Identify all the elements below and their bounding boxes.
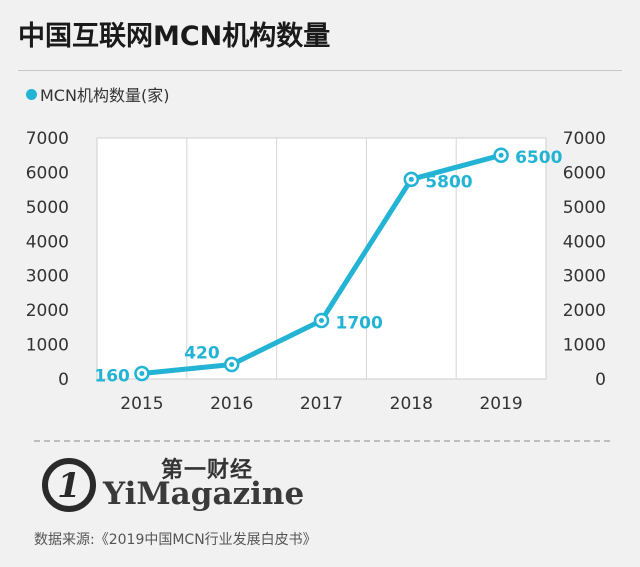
legend-label: MCN机构数量(家) bbox=[40, 86, 170, 105]
page-title: 中国互联网MCN机构数量 bbox=[18, 21, 331, 52]
x-tick-label: 2015 bbox=[120, 394, 163, 414]
brand-name-cn: 第一财经 bbox=[161, 458, 254, 483]
data-label: 1700 bbox=[336, 313, 383, 333]
plot-area bbox=[96, 137, 547, 380]
x-tick-label: 2018 bbox=[390, 394, 433, 414]
footer-divider bbox=[34, 440, 610, 442]
x-tick-label: 2017 bbox=[300, 394, 343, 414]
chart-legend: MCN机构数量(家) bbox=[26, 84, 170, 105]
y-tick-label-left: 3000 bbox=[26, 267, 69, 287]
brand-name-en: YiMagazine bbox=[103, 476, 305, 512]
x-tick-label: 2016 bbox=[210, 394, 253, 414]
y-tick-label-right: 6000 bbox=[563, 163, 606, 183]
y-tick-label-left: 5000 bbox=[26, 198, 69, 218]
data-point-center bbox=[498, 152, 504, 158]
y-tick-label-left: 7000 bbox=[26, 129, 69, 149]
y-tick-label-left: 2000 bbox=[26, 301, 69, 321]
title-divider bbox=[18, 70, 622, 71]
y-tick-label-right: 1000 bbox=[563, 336, 606, 356]
data-label: 160 bbox=[94, 366, 130, 386]
y-tick-label-right: 5000 bbox=[563, 198, 606, 218]
y-tick-label-left: 4000 bbox=[26, 232, 69, 252]
data-label: 6500 bbox=[515, 148, 562, 168]
y-tick-label-left: 0 bbox=[58, 370, 69, 390]
y-tick-label-right: 4000 bbox=[563, 232, 606, 252]
data-point-center bbox=[229, 362, 235, 368]
data-label: 420 bbox=[184, 344, 220, 364]
y-tick-label-left: 6000 bbox=[26, 163, 69, 183]
line-chart: 0 0 1000 1000 2000 2000 3000 3000 4000 4000 5000 50… bbox=[26, 129, 606, 414]
y-tick-label-right: 2000 bbox=[563, 301, 606, 321]
yicai-logo-icon: 1 bbox=[42, 458, 96, 512]
source-note: 数据来源:《2019中国MCN行业发展白皮书》 bbox=[34, 532, 317, 548]
x-tick-label: 2019 bbox=[479, 394, 522, 414]
legend-dot-icon bbox=[26, 88, 37, 100]
data-label: 5800 bbox=[425, 172, 472, 192]
logo-mark-text: 1 bbox=[57, 466, 81, 506]
y-tick-label-right: 7000 bbox=[563, 129, 606, 149]
data-point-center bbox=[408, 176, 414, 182]
data-point-center bbox=[319, 317, 324, 323]
y-tick-label-right: 0 bbox=[595, 370, 606, 390]
data-point-center bbox=[139, 370, 145, 376]
y-tick-label-right: 3000 bbox=[563, 267, 606, 287]
y-tick-label-left: 1000 bbox=[26, 336, 69, 356]
